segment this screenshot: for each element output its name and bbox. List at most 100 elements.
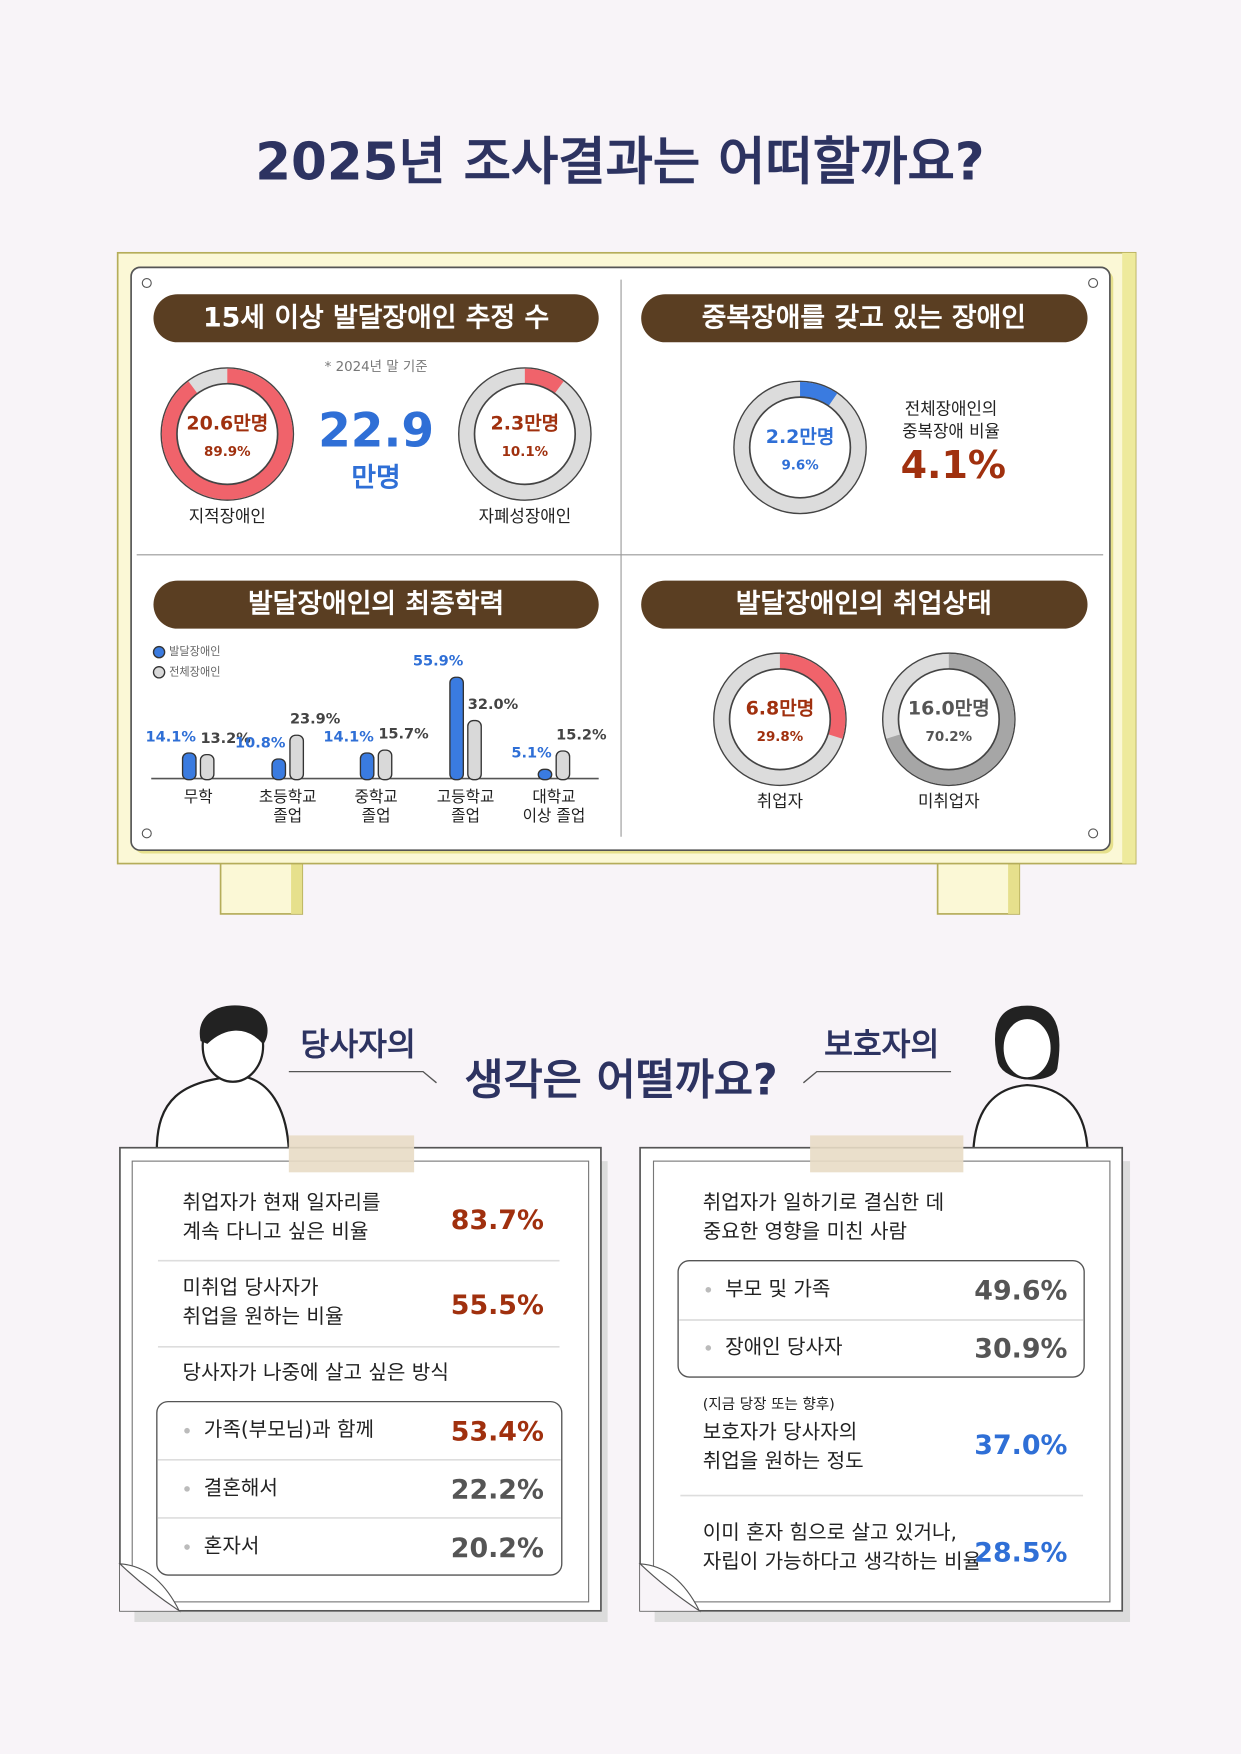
item-text: 취업을 원하는 비율	[183, 1304, 344, 1328]
card-fold	[118, 1563, 181, 1613]
item-text: 보호자가 당사자의	[703, 1419, 858, 1443]
bar	[181, 752, 197, 781]
person-body	[972, 1083, 1089, 1152]
value-label: 23.9%	[290, 712, 341, 728]
donut-count: 16.0만명	[908, 698, 990, 720]
bullet	[184, 1486, 190, 1492]
screw	[141, 277, 152, 289]
row-value: 22.2%	[451, 1475, 544, 1506]
heading-line	[802, 1070, 952, 1084]
row-label: 혼자서	[204, 1534, 260, 1558]
row-value: 20.2%	[451, 1533, 544, 1564]
bar	[449, 676, 465, 781]
row-value: 30.9%	[974, 1334, 1067, 1365]
row-label: 부모 및 가족	[725, 1276, 830, 1300]
item-text: 취업자가 일하기로 결심한 데	[703, 1190, 944, 1214]
tape	[810, 1135, 964, 1173]
row-label: 결혼해서	[204, 1475, 278, 1499]
bar	[537, 768, 553, 781]
donut-value: 29.8%	[757, 730, 804, 745]
row-value: 49.6%	[974, 1276, 1067, 1307]
caption: 전체장애인의	[905, 398, 998, 418]
panel-pill	[641, 294, 1088, 343]
total-value: 22.9	[318, 404, 434, 459]
card-self	[118, 1135, 608, 1623]
value-label: 15.7%	[378, 726, 429, 742]
board-frame-shade	[1122, 252, 1136, 864]
panel-pill	[641, 580, 1088, 629]
x-tick-label: 졸업	[362, 806, 391, 825]
screw	[1088, 828, 1099, 839]
item-text: 중요한 영향을 미친 사람	[703, 1219, 907, 1243]
bar	[359, 752, 375, 781]
donut-value: 70.2%	[926, 730, 973, 745]
item-text: 이미 혼자 힘으로 살고 있거나,	[703, 1520, 957, 1544]
donut-count: 6.8만명	[746, 698, 815, 720]
donut-inner	[748, 396, 852, 499]
item-text: 자립이 가능하다고 생각하는 비율	[703, 1549, 981, 1573]
board-leg	[219, 860, 304, 915]
panel-title: 발달장애인의 최종학력	[248, 589, 504, 620]
bullet	[184, 1544, 190, 1550]
donut-value: 89.9%	[204, 445, 251, 460]
value-label: 13.2%	[200, 731, 251, 747]
donut-value: 10.1%	[502, 445, 549, 460]
item-text: 취업자가 현재 일자리를	[183, 1190, 381, 1214]
panel-title: 발달장애인의 취업상태	[736, 589, 992, 620]
bullet	[705, 1286, 712, 1293]
person-self	[155, 1005, 291, 1152]
donut-category: 취업자	[757, 791, 803, 811]
row-label: 가족(부모님)과 함께	[204, 1417, 374, 1441]
screw	[1088, 277, 1099, 289]
list-box	[156, 1400, 563, 1576]
donut-arc	[886, 653, 1015, 785]
donut-arc	[779, 653, 846, 739]
page-title: 2025년 조사결과는 어떠할까요?	[255, 133, 984, 193]
item-value: 28.5%	[974, 1537, 1067, 1568]
value-label: 55.9%	[413, 654, 464, 670]
value-label: 5.1%	[511, 746, 552, 762]
legend-label: 전체장애인	[169, 665, 220, 678]
value-label: 32.0%	[468, 697, 519, 713]
card-guardian	[638, 1135, 1131, 1623]
donut-arc	[161, 368, 293, 500]
total-unit: 만명	[351, 462, 400, 493]
item-value: 37.0%	[974, 1430, 1067, 1461]
x-tick-label: 무학	[184, 787, 213, 806]
item-note: (지금 당장 또는 향후)	[703, 1396, 835, 1413]
panel-pill	[153, 294, 599, 343]
section-heading: 생각은 어떨까요?	[464, 1056, 777, 1105]
donut-category: 자폐성장애인	[479, 506, 572, 526]
legend-label: 발달장애인	[169, 644, 220, 658]
value-label: 10.8%	[235, 735, 286, 751]
donut-inner	[897, 668, 1000, 771]
row-label: 장애인 당사자	[725, 1334, 843, 1358]
card	[639, 1146, 1124, 1612]
board	[116, 251, 1137, 915]
item-value: 55.5%	[451, 1290, 544, 1321]
value-label: 14.1%	[323, 729, 374, 745]
section-label: 보호자의	[824, 1027, 939, 1063]
bar	[467, 719, 482, 781]
donut-inner	[728, 668, 832, 771]
x-tick-label: 대학교	[532, 787, 575, 806]
panel-title: 중복장애를 갖고 있는 장애인	[702, 302, 1026, 333]
value-label: 15.2%	[556, 727, 607, 743]
panel-title: 15세 이상 발달장애인 추정 수	[203, 302, 549, 333]
x-tick-label: 초등학교	[259, 787, 317, 806]
heading-lines	[288, 1070, 952, 1084]
item-value: 83.7%	[451, 1205, 544, 1236]
legend-swatch	[152, 666, 166, 679]
person-guardian	[972, 1005, 1089, 1152]
bar	[199, 753, 215, 781]
x-tick-label: 졸업	[273, 806, 302, 825]
legend-swatch	[152, 645, 166, 659]
donut-arc	[799, 382, 838, 406]
card-fold	[638, 1563, 701, 1613]
bar	[555, 750, 571, 781]
note: * 2024년 말 기준	[325, 359, 428, 375]
item-text: 당사자가 나중에 살고 싶은 방식	[183, 1360, 449, 1384]
donut-arc	[524, 368, 564, 394]
